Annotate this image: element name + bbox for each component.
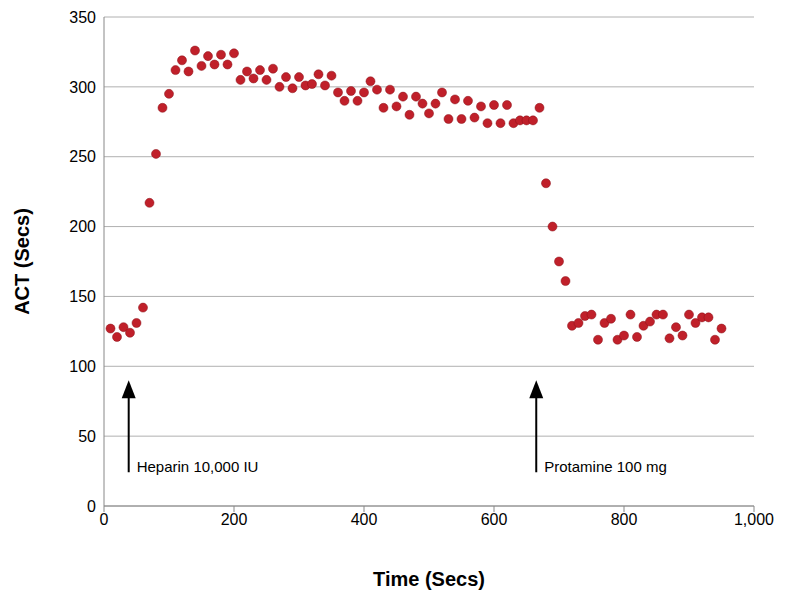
svg-text:1,000: 1,000 [734, 511, 774, 528]
svg-text:0: 0 [87, 498, 96, 515]
svg-text:400: 400 [351, 511, 378, 528]
svg-text:200: 200 [221, 511, 248, 528]
svg-text:150: 150 [69, 288, 96, 305]
svg-text:0: 0 [100, 511, 109, 528]
svg-text:250: 250 [69, 148, 96, 165]
svg-text:Time (Secs): Time (Secs) [373, 568, 485, 590]
svg-text:200: 200 [69, 218, 96, 235]
svg-text:Heparin 10,000 IU: Heparin 10,000 IU [137, 458, 259, 475]
svg-text:Protamine 100 mg: Protamine 100 mg [544, 458, 667, 475]
svg-text:300: 300 [69, 79, 96, 96]
svg-text:600: 600 [481, 511, 508, 528]
svg-text:100: 100 [69, 358, 96, 375]
svg-text:350: 350 [69, 9, 96, 26]
svg-text:ACT (Secs): ACT (Secs) [11, 208, 33, 315]
svg-text:50: 50 [78, 428, 96, 445]
svg-text:800: 800 [611, 511, 638, 528]
